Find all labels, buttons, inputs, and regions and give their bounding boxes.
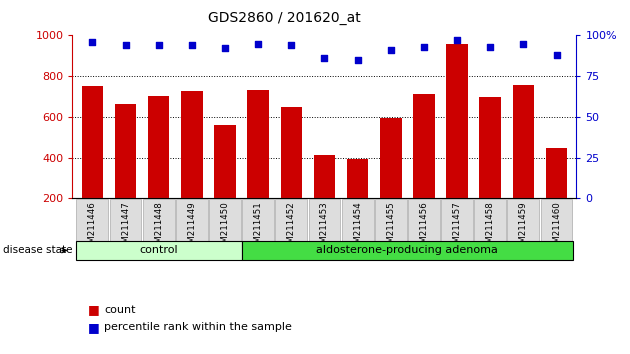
Bar <box>413 94 435 239</box>
Point <box>353 57 363 63</box>
Point <box>154 42 164 48</box>
Bar <box>214 125 236 239</box>
FancyBboxPatch shape <box>143 200 175 259</box>
Point <box>419 44 429 50</box>
Bar <box>248 90 269 239</box>
Point <box>220 46 230 51</box>
Text: GSM211451: GSM211451 <box>254 201 263 254</box>
Point <box>518 41 529 46</box>
Point <box>186 42 197 48</box>
Text: GSM211454: GSM211454 <box>353 201 362 254</box>
Text: GSM211450: GSM211450 <box>220 201 229 254</box>
Text: ■: ■ <box>88 303 100 316</box>
FancyBboxPatch shape <box>76 241 241 260</box>
Bar <box>81 86 103 239</box>
FancyBboxPatch shape <box>110 200 141 259</box>
Text: disease state: disease state <box>3 245 72 256</box>
Text: GSM211456: GSM211456 <box>420 201 428 254</box>
Point <box>120 42 130 48</box>
Text: GSM211447: GSM211447 <box>121 201 130 254</box>
Point <box>88 39 98 45</box>
Bar <box>513 85 534 239</box>
FancyBboxPatch shape <box>209 200 241 259</box>
FancyBboxPatch shape <box>341 200 374 259</box>
Text: GSM211448: GSM211448 <box>154 201 163 254</box>
Text: GSM211449: GSM211449 <box>187 201 197 254</box>
Text: GSM211458: GSM211458 <box>486 201 495 254</box>
Bar <box>380 119 401 239</box>
FancyBboxPatch shape <box>541 200 573 259</box>
Point <box>452 38 462 43</box>
Text: GSM211453: GSM211453 <box>320 201 329 254</box>
Bar <box>546 148 568 239</box>
Bar <box>314 155 335 239</box>
Bar <box>181 91 203 239</box>
Point <box>485 44 495 50</box>
Text: GDS2860 / 201620_at: GDS2860 / 201620_at <box>208 11 360 25</box>
Bar <box>479 97 501 239</box>
Text: aldosterone-producing adenoma: aldosterone-producing adenoma <box>316 245 498 256</box>
Point <box>253 41 263 46</box>
Bar <box>115 104 136 239</box>
FancyBboxPatch shape <box>241 241 573 260</box>
FancyBboxPatch shape <box>408 200 440 259</box>
Bar <box>148 97 169 239</box>
FancyBboxPatch shape <box>176 200 208 259</box>
Bar <box>347 159 369 239</box>
Bar <box>280 107 302 239</box>
FancyBboxPatch shape <box>275 200 307 259</box>
Text: GSM211455: GSM211455 <box>386 201 395 254</box>
FancyBboxPatch shape <box>242 200 274 259</box>
Text: GSM211460: GSM211460 <box>552 201 561 254</box>
FancyBboxPatch shape <box>474 200 506 259</box>
Point <box>319 55 329 61</box>
Text: GSM211446: GSM211446 <box>88 201 97 254</box>
Point <box>551 52 561 58</box>
Text: GSM211459: GSM211459 <box>519 201 528 254</box>
FancyBboxPatch shape <box>508 200 539 259</box>
FancyBboxPatch shape <box>375 200 407 259</box>
Text: GSM211457: GSM211457 <box>452 201 462 254</box>
Text: GSM211452: GSM211452 <box>287 201 296 254</box>
Text: control: control <box>139 245 178 256</box>
Text: percentile rank within the sample: percentile rank within the sample <box>104 322 292 332</box>
FancyBboxPatch shape <box>309 200 340 259</box>
FancyBboxPatch shape <box>441 200 473 259</box>
FancyBboxPatch shape <box>76 200 108 259</box>
Point <box>386 47 396 53</box>
Bar <box>446 44 468 239</box>
Text: ■: ■ <box>88 321 100 334</box>
Text: count: count <box>104 305 135 315</box>
Point <box>286 42 296 48</box>
